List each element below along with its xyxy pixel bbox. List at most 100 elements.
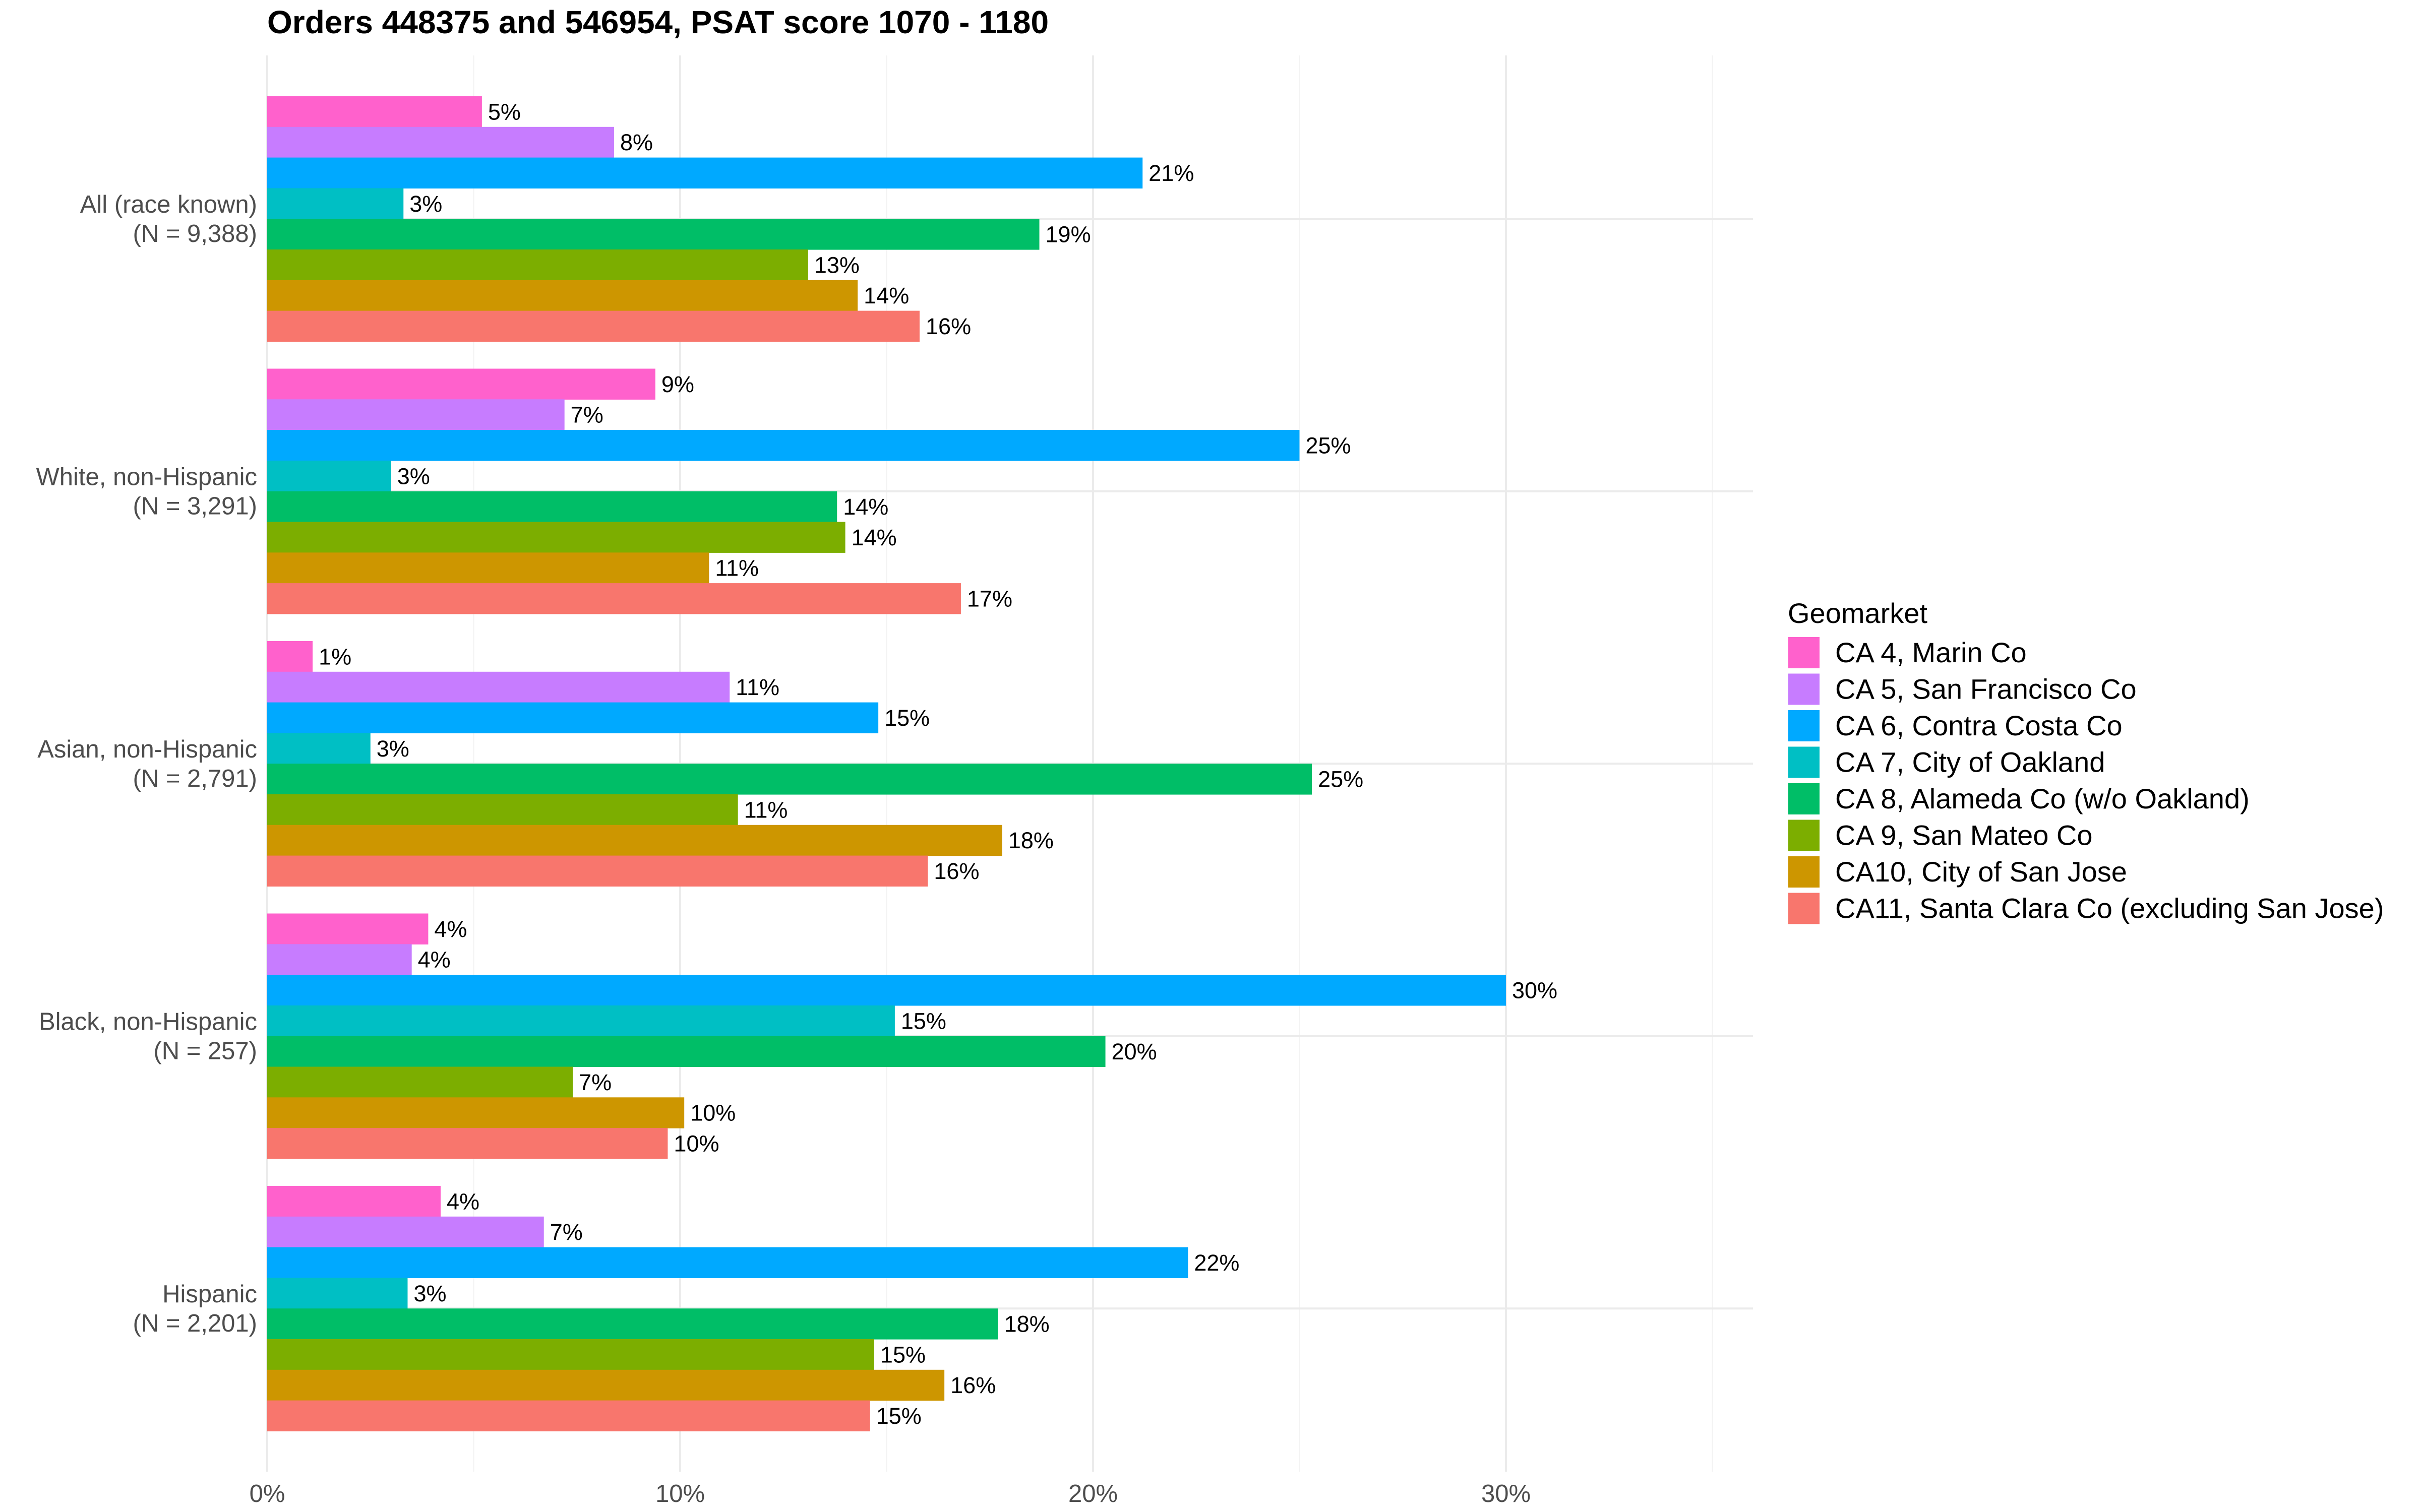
data-label: 14% (852, 525, 897, 550)
bar-group (267, 641, 1312, 887)
legend-item: CA 7, City of Oakland (1788, 746, 2105, 778)
bar (267, 127, 614, 158)
data-label: 8% (620, 130, 653, 155)
legend-swatch (1788, 673, 1820, 705)
legend-label: CA11, Santa Clara Co (excluding San Jose… (1835, 893, 2384, 924)
bar (267, 913, 429, 944)
bar-group (267, 368, 1300, 614)
bar (267, 1036, 1106, 1067)
data-label: 20% (1112, 1039, 1157, 1064)
data-label: 13% (814, 252, 860, 278)
data-label: 15% (884, 705, 930, 731)
bar (267, 583, 961, 614)
bar (267, 1097, 685, 1128)
bar (267, 188, 404, 219)
y-tick-label: Asian, non-Hispanic (N = 2,791) (37, 736, 257, 792)
bar (267, 1369, 945, 1401)
data-label: 25% (1318, 767, 1363, 792)
y-tick-label: Black, non-Hispanic (N = 257) (39, 1009, 257, 1065)
x-tick-label: 0% (250, 1480, 285, 1507)
bar-group (267, 913, 1506, 1159)
legend-swatch (1788, 783, 1820, 814)
data-label: 4% (418, 947, 451, 973)
data-label: 10% (690, 1100, 736, 1126)
data-label: 11% (736, 674, 779, 700)
data-label: 4% (447, 1188, 479, 1214)
legend-item: CA 9, San Mateo Co (1788, 820, 2093, 851)
y-tick-label: All (race known) (N = 9,388) (80, 191, 257, 247)
x-tick-label: 30% (1481, 1480, 1531, 1507)
data-label: 1% (319, 644, 351, 669)
data-label: 10% (674, 1131, 719, 1157)
bar (267, 1247, 1188, 1278)
data-label: 16% (926, 313, 971, 339)
legend-item: CA 8, Alameda Co (w/o Oakland) (1788, 783, 2250, 814)
bar (267, 157, 1143, 188)
data-labels: 5%8%21%3%19%13%14%16%9%7%25%3%14%14%11%1… (319, 99, 1557, 1429)
data-label: 7% (550, 1219, 583, 1245)
data-label: 14% (864, 283, 909, 308)
legend-label: CA10, City of San Jose (1835, 856, 2127, 888)
bar (267, 825, 1002, 856)
data-label: 15% (880, 1342, 926, 1367)
bar-group (267, 96, 1143, 342)
x-tick-label: 20% (1068, 1480, 1118, 1507)
bar (267, 249, 808, 281)
legend-swatch (1788, 856, 1820, 888)
bar (267, 764, 1312, 795)
bar (267, 975, 1506, 1006)
data-label: 18% (1004, 1311, 1050, 1337)
data-label: 25% (1306, 433, 1351, 459)
data-label: 19% (1046, 222, 1091, 247)
bar (267, 430, 1300, 461)
bar (267, 1186, 441, 1217)
bar (267, 552, 709, 584)
bar (267, 96, 482, 128)
bars (267, 96, 1506, 1431)
data-label: 11% (744, 797, 788, 823)
legend: Geomarket CA 4, Marin Co CA 5, San Franci… (1788, 597, 2384, 924)
data-label: 15% (901, 1008, 946, 1034)
bar (267, 671, 730, 703)
legend-label: CA 8, Alameda Co (w/o Oakland) (1835, 783, 2250, 814)
data-label: 21% (1148, 160, 1194, 186)
data-label: 3% (377, 736, 409, 762)
legend-swatch (1788, 746, 1820, 778)
bar (267, 491, 837, 523)
data-label: 30% (1512, 978, 1557, 1003)
bar (267, 399, 565, 430)
legend-label: CA 5, San Francisco Co (1835, 673, 2137, 705)
data-label: 15% (876, 1403, 922, 1429)
data-label: 9% (661, 371, 694, 397)
bar (267, 1005, 895, 1037)
data-label: 14% (843, 494, 888, 520)
bar-group (267, 1186, 1188, 1431)
data-label: 18% (1008, 828, 1054, 853)
legend-swatch (1788, 820, 1820, 851)
bar (267, 733, 371, 764)
bar (267, 702, 879, 733)
bar (267, 368, 655, 400)
legend-label: CA 4, Marin Co (1835, 637, 2027, 668)
chart-title: Orders 448375 and 546954, PSAT score 107… (267, 4, 1049, 40)
legend-label: CA 6, Contra Costa Co (1835, 710, 2123, 741)
data-label: 7% (579, 1069, 612, 1095)
data-label: 11% (715, 555, 759, 581)
legend-title: Geomarket (1788, 597, 1927, 629)
data-label: 3% (413, 1281, 446, 1306)
bar (267, 1278, 408, 1309)
bar (267, 1128, 668, 1159)
x-tick-label: 10% (655, 1480, 705, 1507)
legend-item: CA10, City of San Jose (1788, 856, 2127, 888)
y-tick-label: Hispanic (N = 2,201) (133, 1281, 257, 1337)
y-axis: All (race known) (N = 9,388) White, non-Hi… (36, 191, 257, 1337)
bar (267, 944, 412, 975)
y-tick-label: White, non-Hispanic (N = 3,291) (36, 464, 257, 520)
legend-item: CA 6, Contra Costa Co (1788, 710, 2123, 741)
data-label: 16% (950, 1372, 996, 1398)
bar (267, 855, 928, 887)
bar (267, 460, 391, 492)
data-label: 16% (934, 858, 979, 884)
data-label: 7% (571, 402, 603, 428)
